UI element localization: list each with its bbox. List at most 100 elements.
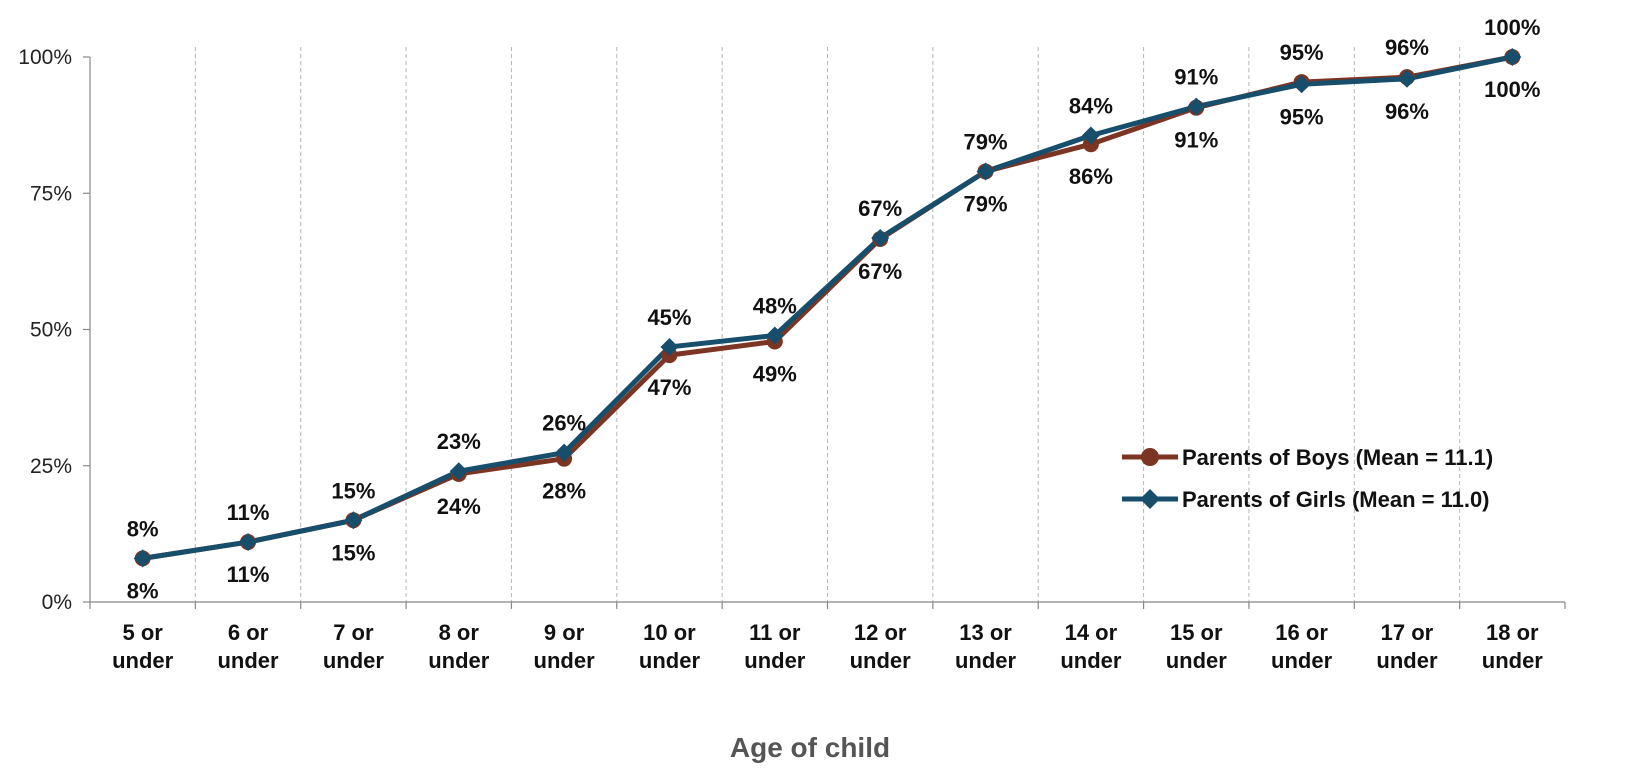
data-label: 11% [227, 500, 270, 525]
x-tick-label: 17 or under [1376, 620, 1438, 673]
data-label: 24% [437, 494, 481, 519]
y-axis-ticks: 0% 25% 50% 75% 100% [18, 46, 90, 614]
x-tick-label-line: under [217, 648, 279, 673]
x-tick-label: 8 or under [428, 620, 490, 673]
data-label: 100% [1484, 15, 1540, 40]
data-label: 79% [964, 129, 1008, 154]
data-point [133, 549, 152, 568]
x-tick-label-line: under [955, 648, 1017, 673]
x-tick-label: 12 or under [850, 620, 912, 673]
data-label: 15% [331, 478, 375, 503]
data-point [1187, 97, 1206, 116]
x-tick-label-line: under [1482, 648, 1544, 673]
x-tick-label-line: under [1060, 648, 1122, 673]
legend-swatch-marker [1141, 448, 1159, 466]
vertical-gridlines [194, 47, 1461, 602]
y-tick-label: 0% [42, 591, 72, 614]
data-point [1292, 75, 1311, 94]
data-label: 11% [227, 562, 270, 587]
data-point [1397, 69, 1416, 88]
x-tick-label: 11 or under [744, 620, 806, 673]
x-tick-label-line: under [112, 648, 174, 673]
data-label: 47% [647, 375, 691, 400]
x-tick-label: 15 or under [1166, 620, 1228, 673]
data-labels: 8% 11% 15% 23% 26% 45% 48% 67% 79% 84% 91% 95% 96% 10… [127, 15, 1541, 603]
data-label: 15% [331, 540, 375, 565]
data-label: 26% [542, 411, 586, 436]
x-tick-label-line: 15 or [1170, 620, 1223, 645]
x-tick-label: 16 or under [1271, 620, 1333, 673]
data-label: 86% [1069, 164, 1113, 189]
data-label: 49% [753, 361, 797, 386]
data-point [660, 337, 679, 356]
x-tick-label-line: under [1271, 648, 1333, 673]
data-label: 96% [1385, 35, 1429, 60]
data-label: 67% [858, 196, 902, 221]
data-label: 23% [437, 429, 481, 454]
series-lines [142, 54, 1513, 561]
x-tick-label-line: under [534, 648, 596, 673]
x-tick-label: 5 or under [112, 620, 174, 673]
x-tick-label-line: under [744, 648, 806, 673]
x-tick-label: 13 or under [955, 620, 1017, 673]
data-label: 91% [1174, 128, 1218, 153]
x-tick-label-line: 18 or [1486, 620, 1539, 645]
x-tick-label-line: 7 or [333, 620, 374, 645]
x-tick-label-line: under [1376, 648, 1438, 673]
x-tick-label: 9 or under [534, 620, 596, 673]
x-tick-label-line: under [428, 648, 490, 673]
y-tick-label: 100% [18, 46, 72, 69]
legend-swatch-marker [1140, 489, 1160, 509]
x-tick-label-line: 10 or [643, 620, 696, 645]
data-label: 67% [858, 259, 902, 284]
data-point [976, 162, 995, 181]
data-label: 8% [127, 578, 159, 603]
data-point [239, 533, 258, 552]
y-tick-label: 25% [30, 455, 72, 478]
x-tick-label-line: 16 or [1275, 620, 1328, 645]
x-tick-label: 7 or under [323, 620, 385, 673]
y-tick-label: 75% [30, 182, 72, 205]
data-point [449, 462, 468, 481]
data-label: 91% [1174, 65, 1218, 90]
data-point [555, 443, 574, 462]
x-tick-label-line: under [1166, 648, 1228, 673]
data-point [1503, 48, 1522, 66]
data-label: 100% [1484, 77, 1540, 102]
legend-label: Parents of Girls (Mean = 11.0) [1182, 487, 1490, 512]
data-label: 84% [1069, 93, 1113, 118]
x-tick-label-line: 12 or [854, 620, 907, 645]
x-tick-label-line: under [850, 648, 912, 673]
data-point [765, 326, 784, 345]
x-tick-label: 14 or under [1060, 620, 1122, 673]
legend-label: Parents of Boys (Mean = 11.1) [1182, 445, 1493, 470]
x-tick-label-line: 8 or [439, 620, 480, 645]
data-label: 95% [1280, 40, 1324, 65]
x-axis-title: Age of child [730, 732, 890, 763]
data-point [1081, 126, 1100, 145]
series-line [142, 54, 1513, 561]
data-point [344, 511, 363, 530]
series-markers [133, 48, 1522, 568]
data-label: 45% [647, 305, 691, 330]
x-tick-label-line: under [639, 648, 701, 673]
x-tick-label: 18 or under [1482, 620, 1544, 673]
data-label: 79% [964, 191, 1008, 216]
data-label: 96% [1385, 99, 1429, 124]
data-label: 95% [1280, 104, 1324, 129]
legend: Parents of Boys (Mean = 11.1) Parents of … [1122, 445, 1493, 512]
x-tick-label-line: 11 or [749, 620, 801, 645]
data-point [871, 228, 890, 247]
y-tick-label: 50% [30, 319, 72, 342]
x-tick-label-line: under [323, 648, 385, 673]
data-label: 8% [127, 516, 159, 541]
x-tick-label-line: 13 or [959, 620, 1012, 645]
x-tick-label-line: 9 or [544, 620, 585, 645]
data-label: 48% [753, 293, 797, 318]
x-tick-label-line: 14 or [1065, 620, 1118, 645]
x-tick-label-line: 6 or [228, 620, 269, 645]
data-label: 28% [542, 479, 586, 504]
x-tick-label: 10 or under [639, 620, 701, 673]
